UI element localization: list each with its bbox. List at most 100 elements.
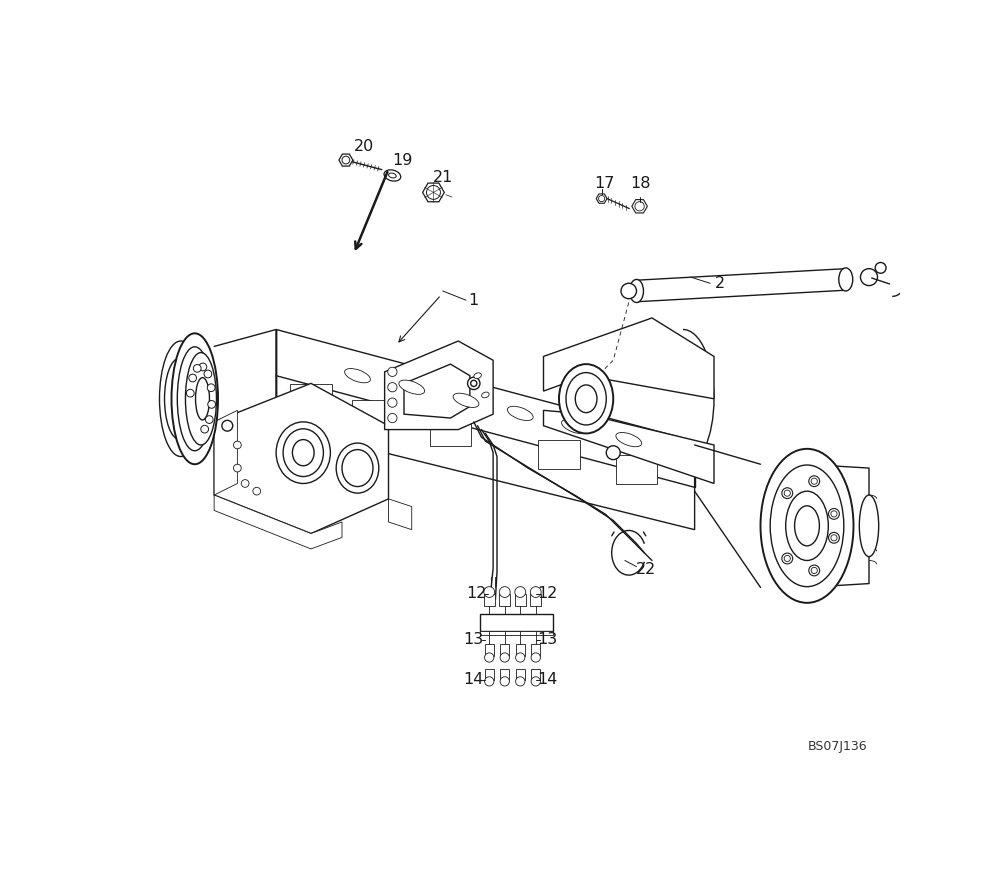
Circle shape <box>831 511 837 517</box>
Circle shape <box>516 653 525 662</box>
Ellipse shape <box>770 465 844 587</box>
Circle shape <box>809 476 820 487</box>
Ellipse shape <box>185 352 216 445</box>
Ellipse shape <box>566 372 606 425</box>
Circle shape <box>222 420 233 431</box>
Text: 13: 13 <box>463 632 483 647</box>
Ellipse shape <box>196 378 209 420</box>
Ellipse shape <box>559 364 613 433</box>
Ellipse shape <box>761 449 854 603</box>
Circle shape <box>205 416 213 424</box>
Ellipse shape <box>468 378 480 390</box>
Circle shape <box>500 653 509 662</box>
Circle shape <box>516 677 525 686</box>
Ellipse shape <box>165 358 194 439</box>
Text: 18: 18 <box>630 175 651 191</box>
Circle shape <box>426 186 440 200</box>
Text: 14: 14 <box>537 672 558 687</box>
Circle shape <box>234 441 241 449</box>
Ellipse shape <box>606 446 620 460</box>
Circle shape <box>234 464 241 472</box>
Polygon shape <box>430 417 471 446</box>
Ellipse shape <box>283 429 323 477</box>
Polygon shape <box>499 594 510 606</box>
Ellipse shape <box>562 419 587 433</box>
Ellipse shape <box>839 268 853 291</box>
Text: 21: 21 <box>433 170 453 185</box>
Text: BS07J136: BS07J136 <box>808 740 868 753</box>
Polygon shape <box>484 594 495 606</box>
Circle shape <box>599 195 605 201</box>
Circle shape <box>253 487 261 495</box>
Polygon shape <box>531 669 540 680</box>
Circle shape <box>208 400 216 408</box>
Ellipse shape <box>345 369 370 383</box>
Polygon shape <box>596 194 607 203</box>
Text: 17: 17 <box>594 175 614 191</box>
Ellipse shape <box>795 506 819 546</box>
Ellipse shape <box>292 439 314 466</box>
Circle shape <box>484 587 495 597</box>
Polygon shape <box>485 669 494 680</box>
Circle shape <box>485 677 494 686</box>
Circle shape <box>204 370 212 378</box>
Text: 1: 1 <box>469 293 479 308</box>
Polygon shape <box>290 385 332 413</box>
Polygon shape <box>516 669 525 680</box>
Polygon shape <box>500 669 509 680</box>
Circle shape <box>199 363 207 371</box>
Circle shape <box>499 587 510 597</box>
Text: 12: 12 <box>537 586 558 601</box>
Circle shape <box>784 490 790 496</box>
Ellipse shape <box>453 393 479 407</box>
Text: 13: 13 <box>537 632 558 647</box>
Ellipse shape <box>342 450 373 487</box>
Polygon shape <box>500 644 509 656</box>
Ellipse shape <box>575 385 597 412</box>
Circle shape <box>515 587 526 597</box>
Ellipse shape <box>482 392 489 398</box>
Polygon shape <box>388 499 412 529</box>
Polygon shape <box>485 644 494 656</box>
Ellipse shape <box>621 283 637 299</box>
Polygon shape <box>404 364 470 418</box>
Polygon shape <box>632 200 647 213</box>
Polygon shape <box>544 411 714 483</box>
Polygon shape <box>214 495 342 549</box>
Circle shape <box>531 653 540 662</box>
Polygon shape <box>423 183 444 201</box>
Circle shape <box>782 487 793 499</box>
Polygon shape <box>637 269 846 302</box>
Ellipse shape <box>399 380 425 394</box>
Circle shape <box>241 480 249 487</box>
Circle shape <box>342 156 350 164</box>
Ellipse shape <box>616 433 642 446</box>
Polygon shape <box>385 341 493 430</box>
Polygon shape <box>214 411 237 495</box>
Circle shape <box>388 383 397 392</box>
Circle shape <box>189 374 197 382</box>
Polygon shape <box>805 464 869 588</box>
Ellipse shape <box>172 333 218 464</box>
Ellipse shape <box>474 373 481 378</box>
Text: 2: 2 <box>715 276 725 290</box>
Circle shape <box>207 384 215 392</box>
Ellipse shape <box>177 347 212 451</box>
Circle shape <box>829 508 839 519</box>
Polygon shape <box>352 399 394 429</box>
Circle shape <box>193 364 201 372</box>
Circle shape <box>784 555 790 562</box>
Circle shape <box>782 553 793 564</box>
Ellipse shape <box>507 406 533 420</box>
Ellipse shape <box>384 170 401 181</box>
Circle shape <box>531 677 540 686</box>
Circle shape <box>831 535 837 541</box>
Polygon shape <box>530 594 541 606</box>
Polygon shape <box>339 154 353 166</box>
Polygon shape <box>214 384 388 534</box>
Polygon shape <box>480 614 553 630</box>
Text: 19: 19 <box>392 153 413 167</box>
Ellipse shape <box>875 262 886 273</box>
Circle shape <box>829 533 839 543</box>
Ellipse shape <box>786 491 828 561</box>
